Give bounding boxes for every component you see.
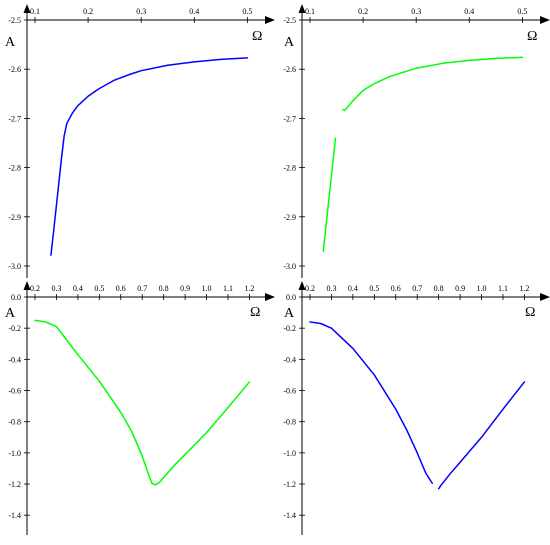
x-tick-label: 0.4 (464, 7, 474, 16)
x-tick-label: 0.8 (434, 284, 444, 293)
x-axis-arrow-icon (540, 293, 550, 301)
y-tick-label: -2.7 (283, 114, 296, 123)
y-tick-label: -1.0 (8, 449, 21, 458)
y-tick-label: -3.0 (8, 262, 21, 271)
x-axis-name: Ω (250, 305, 260, 320)
y-tick-label: -2.8 (8, 164, 21, 173)
x-tick-label: 0.3 (411, 7, 421, 16)
y-tick-label: -1.0 (283, 449, 296, 458)
y-tick-label: -1.4 (8, 511, 21, 520)
x-tick-label: 0.4 (189, 7, 199, 16)
x-tick-label: 1.0 (202, 284, 212, 293)
y-tick-label: -2.5 (8, 16, 21, 25)
x-axis-name: Ω (527, 29, 537, 44)
y-axis-name: A (284, 306, 295, 321)
x-tick-label: 1.1 (223, 284, 233, 293)
x-tick-label: 0.6 (391, 284, 401, 293)
y-tick-label: -2.9 (8, 213, 21, 222)
y-tick-label: -0.6 (283, 387, 296, 396)
series-line (309, 321, 433, 485)
x-axis-name: Ω (525, 305, 535, 320)
y-axis-name: A (5, 35, 16, 50)
y-tick-label: -1.4 (283, 511, 296, 520)
x-axis-arrow-icon (540, 16, 550, 24)
x-tick-label: 1.2 (244, 284, 254, 293)
x-tick-label: 0.5 (369, 284, 379, 293)
y-axis-arrow-icon (23, 4, 31, 13)
y-tick-label: -0.2 (8, 324, 21, 333)
x-tick-label: 0.2 (30, 284, 40, 293)
x-tick-label: 0.1 (305, 7, 315, 16)
y-tick-label: -3.0 (283, 262, 296, 271)
x-tick-label: 1.2 (519, 284, 529, 293)
x-tick-label: 0.8 (159, 284, 169, 293)
x-tick-label: 0.6 (116, 284, 126, 293)
y-tick-label: -2.6 (8, 65, 21, 74)
x-tick-label: 0.2 (305, 284, 315, 293)
x-tick-label: 0.4 (73, 284, 83, 293)
x-tick-label: 0.9 (455, 284, 465, 293)
x-tick-label: 1.0 (477, 284, 487, 293)
y-tick-label: -0.4 (283, 355, 296, 364)
y-axis-arrow-icon (298, 281, 306, 290)
x-tick-label: 0.7 (137, 284, 147, 293)
series-line (34, 319, 251, 486)
chart-panel-2: 0.1 0.2 0.3 0.4 0.5 -2.5 -2.6 -2.7 -2.8 -2.9 -3.0 A… (283, 4, 550, 278)
y-tick-label: -0.8 (8, 418, 21, 427)
x-tick-label: 0.5 (517, 7, 527, 16)
series-line (342, 56, 524, 112)
y-tick-label: -2.8 (283, 164, 296, 173)
y-tick-label: -2.5 (283, 16, 296, 25)
y-tick-label: -0.4 (8, 355, 21, 364)
y-tick-label: -0.6 (8, 387, 21, 396)
series-line (50, 57, 249, 256)
y-tick-label: -2.7 (8, 114, 21, 123)
series-line (322, 137, 337, 252)
x-tick-label: 1.1 (498, 284, 508, 293)
x-tick-label: 0.3 (136, 7, 146, 16)
x-tick-label: 0.5 (94, 284, 104, 293)
x-tick-label: 0.5 (242, 7, 252, 16)
x-tick-label: 0.1 (30, 7, 40, 16)
y-axis-name: A (5, 306, 16, 321)
x-tick-label: 0.4 (348, 284, 358, 293)
chart-panel-1: 0.1 0.2 0.3 0.4 0.5 -2.5 -2.6 -2.7 -2.8 -2.9 -3.0 A… (5, 4, 275, 278)
x-tick-label: 0.2 (358, 7, 368, 16)
chart-panel-4: 0.2 0.3 0.4 0.5 0.6 0.7 0.8 0.9 1.0 1.1 1.2 0.0 -0.2… (283, 281, 550, 535)
y-axis-arrow-icon (298, 4, 306, 13)
x-tick-label: 0.3 (51, 284, 61, 293)
y-tick-label: -2.6 (283, 65, 296, 74)
y-tick-label: 0.0 (11, 293, 21, 302)
y-tick-label: -1.2 (283, 480, 296, 489)
y-tick-label: -0.2 (283, 324, 296, 333)
y-tick-label: 0.0 (286, 293, 296, 302)
x-tick-label: 0.7 (412, 284, 422, 293)
x-axis-name: Ω (252, 29, 262, 44)
y-tick-label: -0.8 (283, 418, 296, 427)
y-tick-label: -2.9 (283, 213, 296, 222)
x-tick-label: 0.9 (180, 284, 190, 293)
y-axis-arrow-icon (23, 281, 31, 290)
chart-panel-3: 0.2 0.3 0.4 0.5 0.6 0.7 0.8 0.9 1.0 1.1 1.2 0.0 -0.2… (5, 281, 275, 535)
x-tick-label: 0.3 (326, 284, 336, 293)
x-axis-arrow-icon (265, 293, 275, 301)
y-axis-name: A (284, 35, 295, 50)
y-tick-label: -1.2 (8, 480, 21, 489)
x-tick-label: 0.2 (83, 7, 93, 16)
x-axis-arrow-icon (265, 16, 275, 24)
series-line (437, 381, 526, 490)
